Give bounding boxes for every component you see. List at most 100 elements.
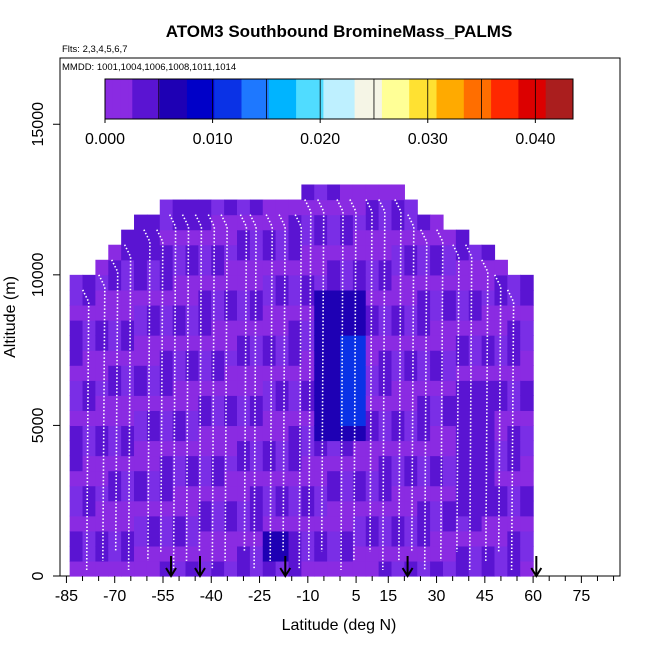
- heatmap-cell: [159, 470, 174, 487]
- heatmap-cell: [468, 365, 483, 381]
- heatmap-cell: [365, 455, 380, 472]
- heatmap-cell: [82, 560, 96, 577]
- heatmap-cell: [468, 455, 483, 472]
- heatmap-cell: [430, 410, 444, 427]
- heatmap-cell: [494, 500, 508, 517]
- colorbar-swatch: [346, 79, 352, 119]
- heatmap-cell: [262, 410, 277, 427]
- colorbar-swatch: [198, 79, 203, 119]
- heatmap-cell: [172, 530, 187, 547]
- heatmap-cell: [134, 560, 148, 577]
- heatmap-cell: [494, 259, 508, 276]
- heatmap-cell: [249, 365, 264, 381]
- heatmap-cell: [275, 229, 290, 246]
- colorbar-swatch: [284, 79, 289, 119]
- colorbar-border: [104, 78, 574, 120]
- heatmap-cell: [417, 410, 431, 427]
- heatmap-cell: [391, 289, 405, 306]
- heatmap-cell: [95, 304, 109, 321]
- heatmap-cell: [520, 500, 534, 517]
- marker-arrowhead: [401, 567, 414, 578]
- colorbar-swatch: [335, 79, 340, 119]
- heatmap-cell: [249, 440, 264, 457]
- heatmap-cell: [224, 485, 238, 502]
- heatmap-cell: [121, 320, 135, 336]
- heatmap-cell: [185, 229, 199, 246]
- heatmap-cell: [108, 485, 122, 502]
- heatmap-cell: [417, 350, 431, 366]
- heatmap-cell: [249, 199, 264, 216]
- heatmap-cell: [224, 289, 238, 306]
- heatmap-cell: [404, 440, 418, 457]
- heatmap-cell: [211, 545, 225, 562]
- heatmap-cell: [108, 425, 122, 442]
- flight-track: [143, 229, 151, 561]
- heatmap-cell: [455, 470, 470, 487]
- heatmap-cell: [314, 335, 328, 351]
- heatmap-cell: [69, 470, 84, 487]
- colorbar-swatch: [354, 79, 359, 119]
- heatmap-cell: [442, 289, 457, 306]
- x-tick-label: -10: [296, 588, 319, 605]
- heatmap-cell: [417, 274, 431, 291]
- heatmap-cell: [134, 500, 148, 517]
- heatmap-cell: [507, 470, 521, 487]
- heatmap-cell: [198, 515, 212, 532]
- heatmap-cell: [391, 244, 405, 261]
- colorbar-tick-label: 0.040: [515, 131, 555, 148]
- heatmap-cell: [249, 545, 264, 562]
- heatmap-cell: [378, 335, 393, 351]
- x-tick-label: 75: [572, 588, 590, 605]
- heatmap-cell: [237, 350, 251, 366]
- heatmap-cell: [301, 485, 315, 502]
- heatmap-cell: [378, 410, 393, 427]
- heatmap-cell: [211, 455, 225, 472]
- heatmap-cell: [378, 244, 393, 261]
- heatmap-cell: [378, 289, 393, 306]
- heatmap-cell: [455, 560, 470, 577]
- heatmap-cell: [275, 530, 290, 547]
- heatmap-cell: [365, 289, 380, 306]
- colorbar-swatch: [323, 79, 328, 119]
- colorbar-swatch: [327, 79, 332, 119]
- heatmap-cell: [185, 500, 199, 517]
- heatmap-cell: [262, 395, 277, 411]
- heatmap-cell: [301, 500, 315, 517]
- heatmap-cell: [224, 410, 238, 427]
- heatmap-cell: [468, 515, 483, 532]
- heatmap-cell: [121, 440, 135, 457]
- heatmap-cell: [275, 289, 290, 306]
- heatmap-cell: [108, 350, 122, 366]
- heatmap-cell: [249, 560, 264, 577]
- heatmap-cell: [95, 289, 109, 306]
- heatmap-cell: [340, 184, 354, 201]
- heatmap-cell: [391, 410, 405, 427]
- colorbar-swatch: [268, 79, 274, 119]
- heatmap-cell: [82, 335, 96, 351]
- heatmap-cell: [262, 335, 277, 351]
- heatmap-cell: [121, 274, 135, 291]
- heatmap-cell: [314, 184, 328, 201]
- colorbar-swatch: [272, 79, 278, 119]
- heatmap-cell: [288, 304, 302, 321]
- heatmap-cell: [520, 515, 534, 532]
- colorbar-swatch: [522, 79, 527, 119]
- heatmap-cell: [237, 274, 251, 291]
- heatmap-cell: [430, 214, 444, 231]
- heatmap-cell: [198, 350, 212, 366]
- heatmap-cell: [468, 440, 483, 457]
- heatmap-cell: [507, 304, 521, 321]
- heatmap-cell: [301, 214, 315, 231]
- heatmap-cell: [249, 425, 264, 442]
- colorbar-swatch: [128, 79, 133, 119]
- heatmap-cell: [455, 545, 470, 562]
- heatmap-cell: [237, 515, 251, 532]
- heatmap-cell: [185, 485, 199, 502]
- heatmap-cell: [224, 440, 238, 457]
- heatmap-cell: [365, 500, 380, 517]
- heatmap-cell: [146, 440, 161, 457]
- heatmap-cell: [327, 560, 341, 577]
- heatmap-cell: [275, 304, 290, 321]
- heatmap-cell: [468, 395, 483, 411]
- heatmap-cell: [172, 425, 187, 442]
